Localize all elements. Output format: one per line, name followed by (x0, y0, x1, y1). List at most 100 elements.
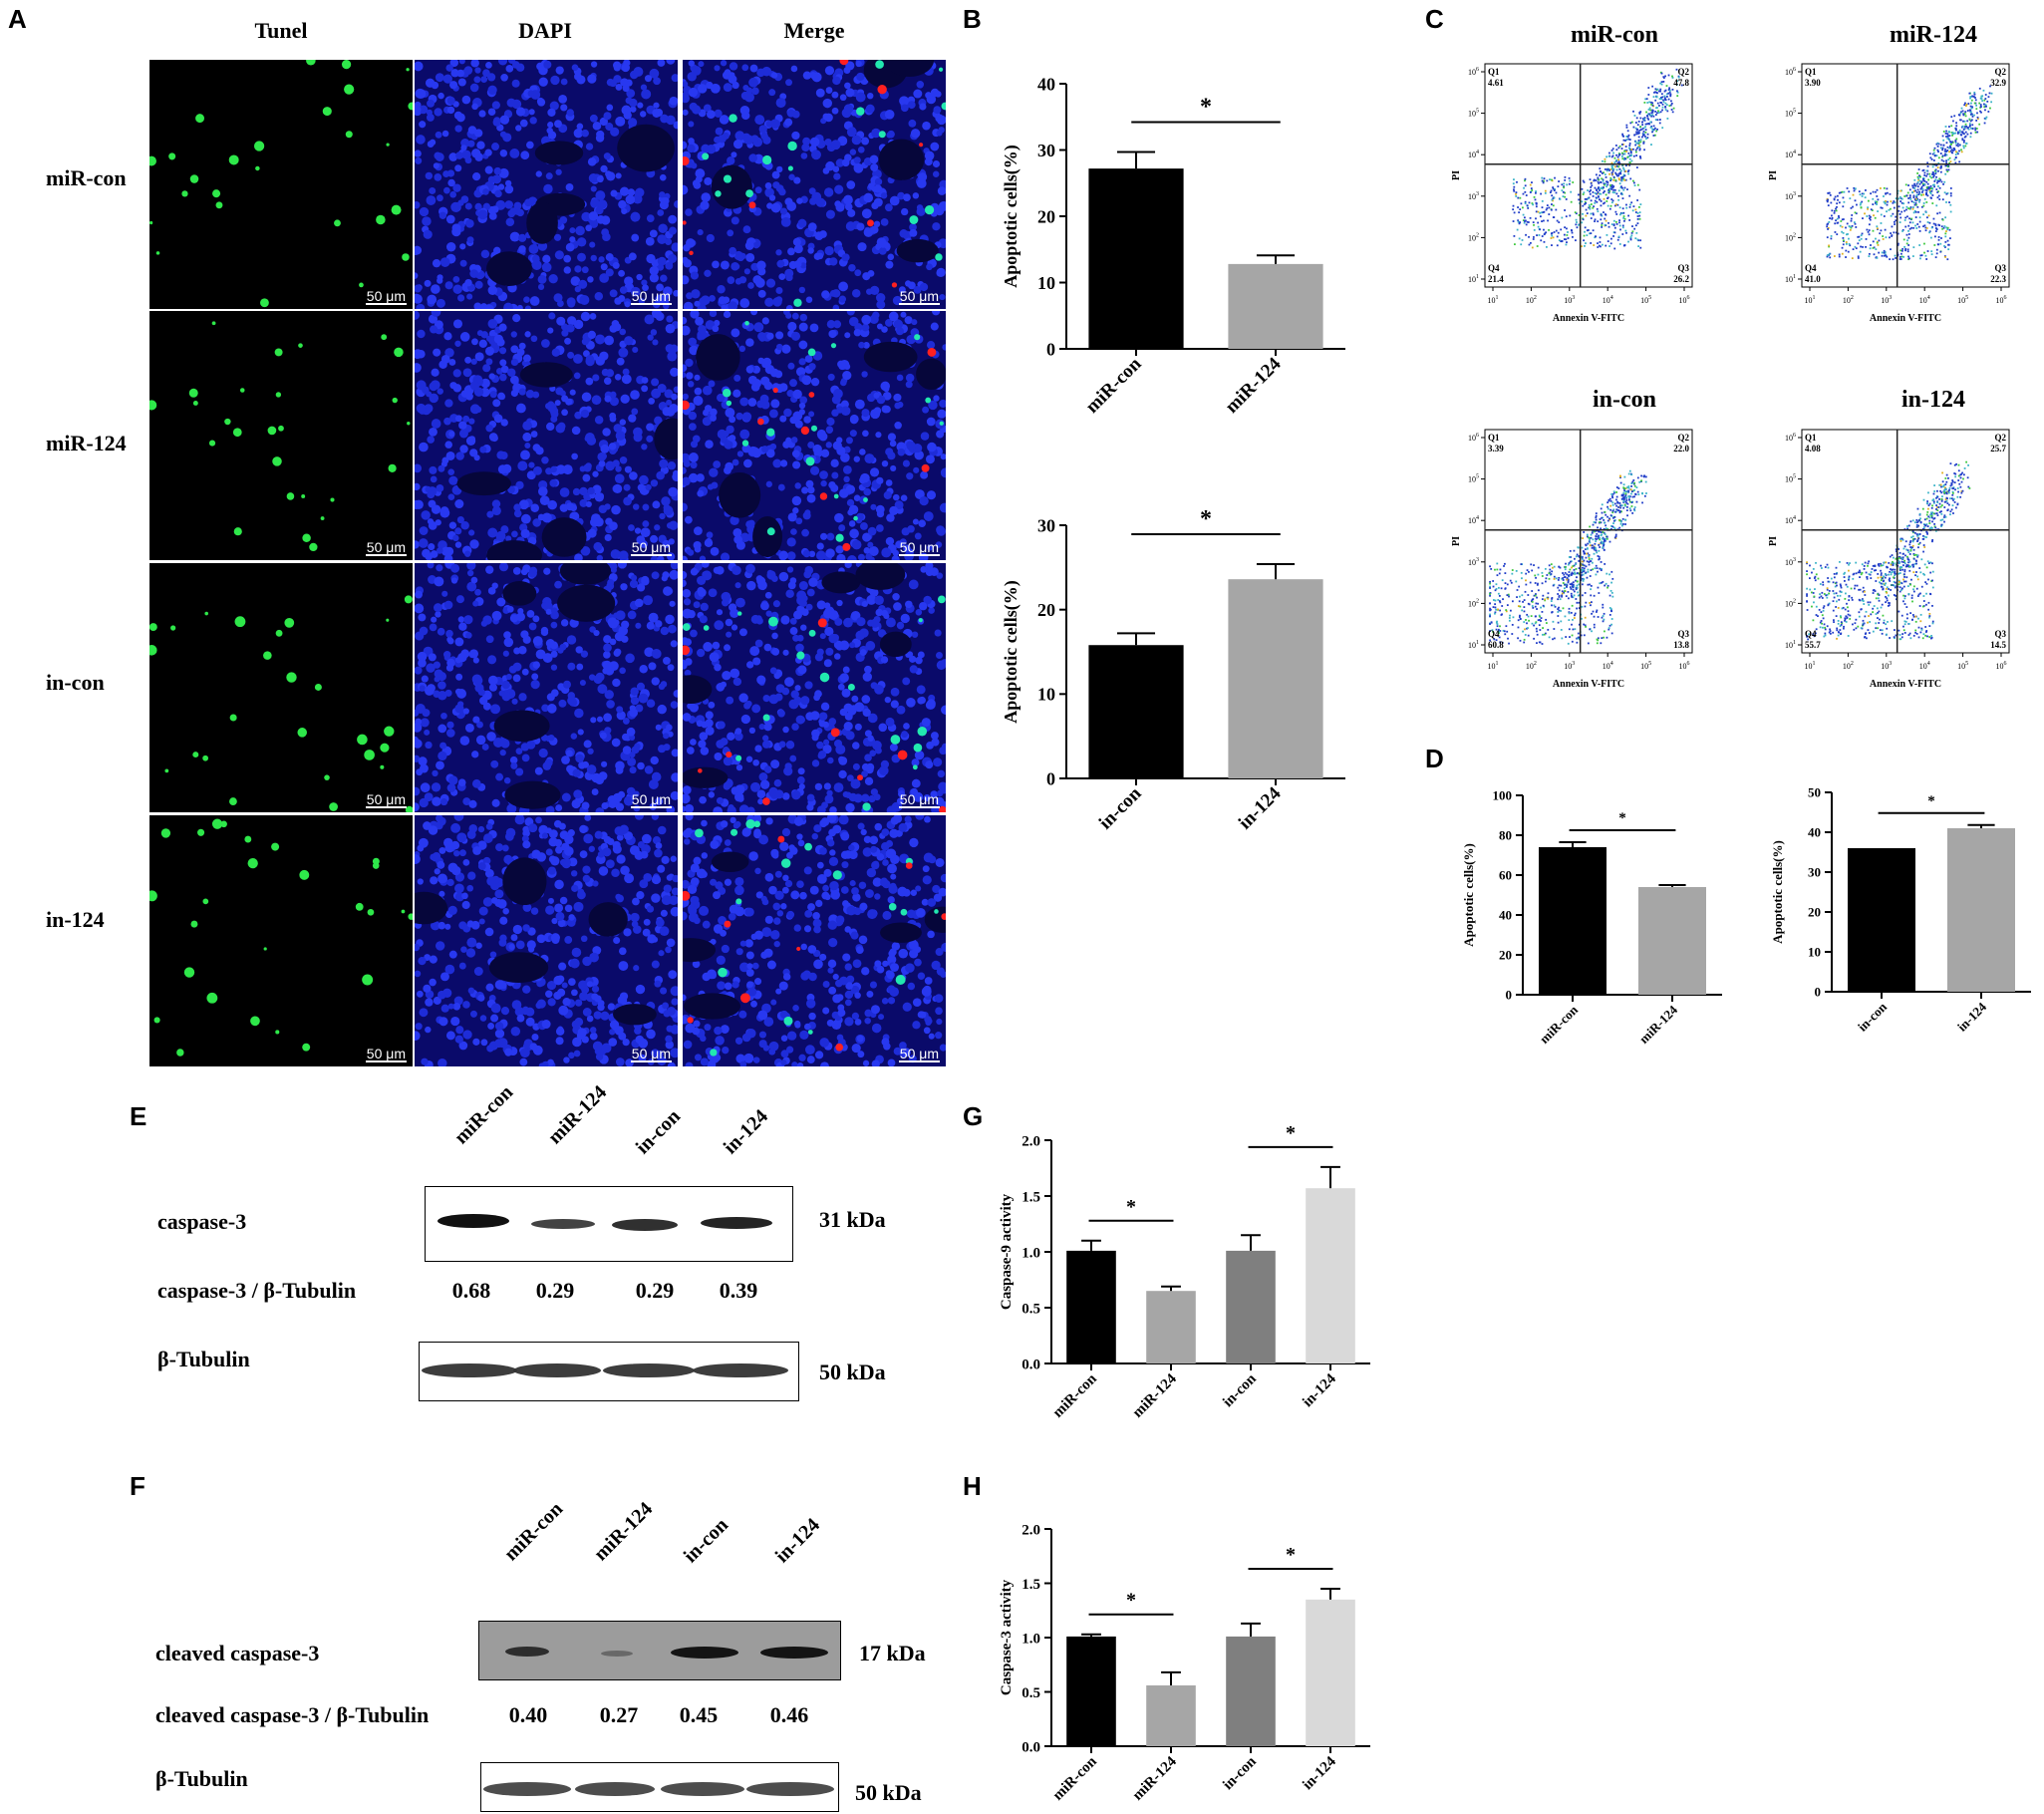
y-tick-label: 40 (1037, 74, 1055, 94)
bar-in-124 (1228, 579, 1323, 778)
significance-star: * (1200, 94, 1212, 120)
f-lane-in-124: in-124 (770, 1514, 825, 1568)
y-decade-label: 102 (1785, 232, 1796, 242)
e-ratio-label: caspase-3 / β-Tubulin (157, 1278, 357, 1303)
y-decade-label: 104 (1468, 515, 1479, 525)
band-2 (612, 1219, 678, 1231)
x-decade-label: 102 (1526, 295, 1537, 305)
x-tick-label: in-124 (1300, 1753, 1339, 1793)
x-decade-label: 105 (1957, 295, 1968, 305)
y-decade-label: 101 (1785, 274, 1796, 284)
y-tick-label: 20 (1499, 948, 1512, 963)
y-tick-label: 20 (1808, 905, 1821, 920)
y-tick-label: 20 (1037, 206, 1055, 226)
flow-y-label: PI (1451, 170, 1462, 180)
f-ratio-0: 0.40 (508, 1702, 548, 1727)
y-axis-label: Caspase-9 activity (999, 1193, 1015, 1310)
e-ratio-0: 0.68 (451, 1278, 491, 1303)
y-axis-label: Apoptotic cells(%) (1001, 145, 1022, 287)
bar-miR-con (1088, 168, 1184, 349)
q1-value: 3.39 (1488, 444, 1504, 454)
x-decade-label: 105 (1640, 295, 1651, 305)
q4-label: Q4 (1488, 263, 1500, 273)
f-ratio-label: cleaved caspase-3 / β-Tubulin (155, 1702, 430, 1727)
x-decade-label: 106 (1996, 295, 2007, 305)
scale-bar: 50 μm (898, 539, 940, 556)
e-caspase3-blot (425, 1186, 793, 1262)
y-tick-label: 100 (1493, 788, 1513, 803)
x-tick-label: miR-con (1081, 353, 1145, 417)
q3-label: Q3 (1677, 263, 1689, 273)
f-lane-in-con: in-con (679, 1514, 733, 1568)
y-decade-label: 106 (1468, 433, 1479, 443)
e-target-label: caspase-3 (157, 1209, 247, 1234)
bar-miR-124 (1146, 1291, 1196, 1363)
y-tick-label: 1.0 (1022, 1631, 1040, 1647)
band-3 (760, 1647, 828, 1659)
y-tick-label: 50 (1808, 785, 1821, 800)
e-loading-label: β-Tubulin (157, 1347, 250, 1371)
panel-label-b: B (963, 4, 982, 34)
bar-in-con (1226, 1250, 1276, 1363)
micrograph-tunel-in-124: 50 μm (149, 815, 413, 1066)
y-tick-label: 10 (1037, 273, 1055, 293)
band-3 (693, 1363, 788, 1377)
scale-bar: 50 μm (365, 539, 407, 556)
y-tick-label: 10 (1037, 685, 1055, 705)
y-tick-label: 0.5 (1022, 1301, 1040, 1317)
flow-x-label: Annexin V-FITC (1553, 679, 1624, 690)
col-title-dapi: DAPI (518, 18, 572, 43)
y-tick-label: 1.5 (1022, 1189, 1040, 1205)
x-tick-label: miR-124 (1130, 1370, 1181, 1421)
flow-x-label: Annexin V-FITC (1553, 313, 1624, 324)
x-decade-label: 102 (1843, 295, 1854, 305)
chart-b-mir: 0 10 20 30 40 Apoptotic cells(%) miR-con miR-12… (1001, 74, 1345, 418)
q1-value: 3.90 (1805, 78, 1821, 88)
q4-label: Q4 (1805, 629, 1817, 639)
bar-in-124 (1947, 828, 2015, 992)
scale-bar: 50 μm (630, 791, 672, 808)
row-label-mir-con: miR-con (46, 165, 127, 190)
x-decade-label: 106 (1996, 661, 2007, 671)
y-tick-label: 30 (1808, 865, 1821, 880)
x-tick-label: miR-con (1050, 1370, 1101, 1421)
f-loading-label: β-Tubulin (155, 1766, 248, 1791)
y-decade-label: 104 (1468, 150, 1479, 159)
x-tick-label: miR-con (1537, 1002, 1582, 1047)
significance-star: * (1200, 508, 1212, 532)
x-decade-label: 103 (1564, 295, 1575, 305)
y-tick-label: 30 (1037, 515, 1055, 535)
bar-miR-con (1066, 1250, 1116, 1363)
chart-h-caspase3: 0.0 0.5 1.0 1.5 2.0 Caspase-3 activity miR-con… (999, 1522, 1370, 1804)
y-tick-label: 40 (1808, 825, 1821, 840)
f-ratio-1: 0.27 (599, 1702, 639, 1727)
q1-label: Q1 (1488, 67, 1500, 77)
x-tick-label: in-con (1095, 782, 1146, 833)
y-decade-label: 105 (1785, 109, 1796, 119)
y-decade-label: 103 (1785, 557, 1796, 567)
bar-in-124 (1306, 1599, 1355, 1746)
x-decade-label: 105 (1640, 661, 1651, 671)
bar-miR-con (1539, 847, 1606, 995)
scale-bar: 50 μm (898, 288, 940, 305)
flow-x-label: Annexin V-FITC (1870, 313, 1941, 324)
significance-star: * (1286, 1124, 1296, 1144)
e-lane-mir-con: miR-con (449, 1080, 518, 1149)
band-0 (422, 1363, 517, 1377)
x-tick-label: in-124 (1954, 999, 1989, 1034)
y-tick-label: 80 (1499, 828, 1512, 843)
significance-star: * (1286, 1544, 1296, 1566)
y-axis-label: Apoptotic cells(%) (1461, 843, 1476, 947)
q2-label: Q2 (1677, 433, 1689, 443)
y-axis-label: Apoptotic cells(%) (1001, 580, 1022, 723)
bar-miR-con (1066, 1636, 1116, 1746)
band-2 (671, 1647, 738, 1659)
y-tick-label: 0 (1506, 988, 1513, 1003)
q1-label: Q1 (1805, 433, 1817, 443)
y-tick-label: 2.0 (1022, 1133, 1040, 1149)
y-tick-label: 20 (1037, 600, 1055, 620)
y-decade-label: 106 (1468, 67, 1479, 77)
f-target-label: cleaved caspase-3 (155, 1641, 320, 1665)
